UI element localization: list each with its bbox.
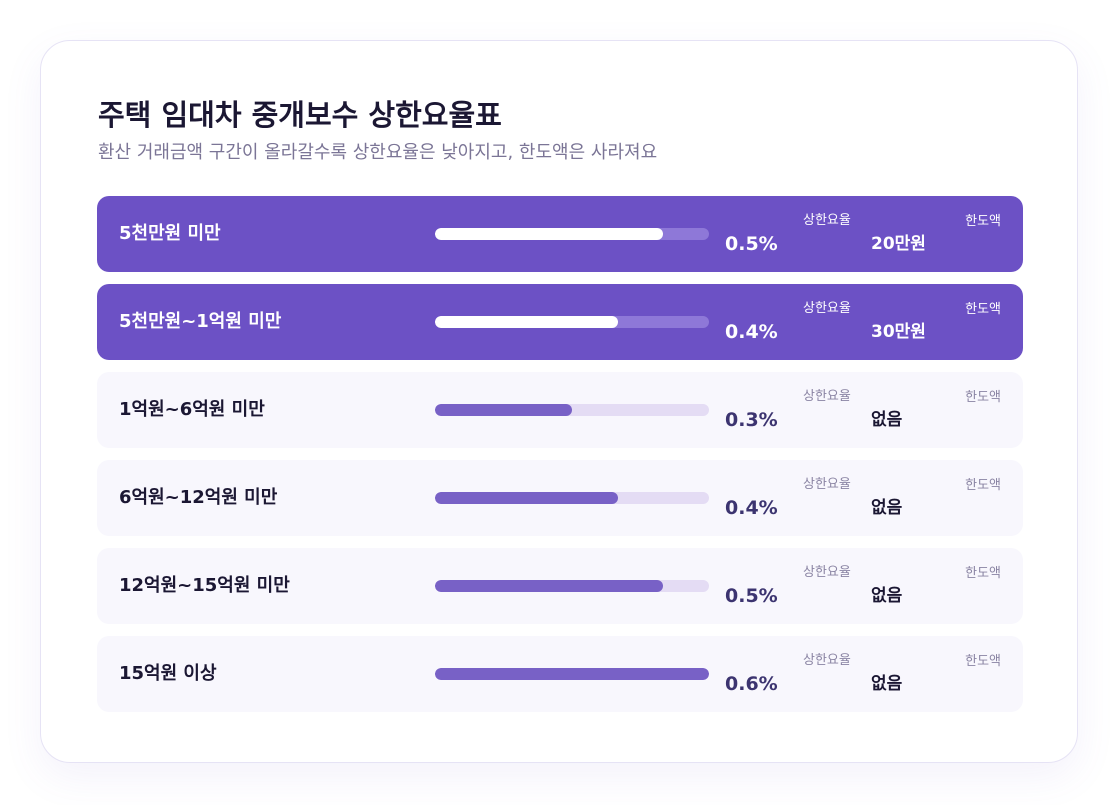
table-row[interactable]: 5천만원~1억원 미만 0.4% 상한요율 30만원 한도액 xyxy=(97,284,1023,360)
page-title: 주택 임대차 중개보수 상한요율표 xyxy=(98,98,502,132)
rate-bar-track xyxy=(435,668,709,680)
rate-bar-track xyxy=(435,580,709,592)
row-price-range: 6억원~12억원 미만 xyxy=(119,487,278,508)
table-row[interactable]: 15억원 이상 0.6% 상한요율 없음 한도액 xyxy=(97,636,1023,712)
limit-caption: 한도액 xyxy=(965,478,1001,493)
rate-value: 0.4% xyxy=(725,497,778,519)
rate-bar-track xyxy=(435,492,709,504)
limit-caption: 한도액 xyxy=(965,214,1001,229)
page-subtitle: 환산 거래금액 구간이 올라갈수록 상한요율은 낮아지고, 한도액은 사라져요 xyxy=(98,142,658,163)
rate-value: 0.4% xyxy=(725,321,778,343)
limit-value: 없음 xyxy=(871,498,903,518)
row-price-range: 5천만원 미만 xyxy=(119,223,221,244)
limit-value: 없음 xyxy=(871,586,903,606)
limit-value: 30만원 xyxy=(871,322,926,342)
rate-bar-fill xyxy=(435,404,572,416)
limit-value: 없음 xyxy=(871,410,903,430)
table-row[interactable]: 12억원~15억원 미만 0.5% 상한요율 없음 한도액 xyxy=(97,548,1023,624)
rate-caption: 상한요율 xyxy=(803,477,851,492)
rate-bar-fill xyxy=(435,228,664,240)
row-price-range: 5천만원~1억원 미만 xyxy=(119,311,282,332)
rate-value: 0.3% xyxy=(725,409,778,431)
row-price-range: 15억원 이상 xyxy=(119,663,217,684)
table-row[interactable]: 6억원~12억원 미만 0.4% 상한요율 없음 한도액 xyxy=(97,460,1023,536)
limit-caption: 한도액 xyxy=(965,390,1001,405)
rate-bar-fill xyxy=(435,316,618,328)
table-row[interactable]: 5천만원 미만 0.5% 상한요율 20만원 한도액 xyxy=(97,196,1023,272)
rate-caption: 상한요율 xyxy=(803,389,851,404)
rate-caption: 상한요율 xyxy=(803,301,851,316)
rate-value: 0.6% xyxy=(725,673,778,695)
limit-caption: 한도액 xyxy=(965,566,1001,581)
table-row[interactable]: 1억원~6억원 미만 0.3% 상한요율 없음 한도액 xyxy=(97,372,1023,448)
row-price-range: 1억원~6억원 미만 xyxy=(119,399,265,420)
rate-caption: 상한요율 xyxy=(803,653,851,668)
limit-value: 없음 xyxy=(871,674,903,694)
rate-caption: 상한요율 xyxy=(803,213,851,228)
rate-bar-track xyxy=(435,404,709,416)
rate-bar-fill xyxy=(435,580,664,592)
rate-bar-fill xyxy=(435,492,618,504)
rate-value: 0.5% xyxy=(725,233,778,255)
rate-bar-track xyxy=(435,228,709,240)
rate-caption: 상한요율 xyxy=(803,565,851,580)
rate-table-card: 주택 임대차 중개보수 상한요율표 환산 거래금액 구간이 올라갈수록 상한요율… xyxy=(40,40,1078,763)
limit-value: 20만원 xyxy=(871,234,926,254)
rate-value: 0.5% xyxy=(725,585,778,607)
limit-caption: 한도액 xyxy=(965,302,1001,317)
limit-caption: 한도액 xyxy=(965,654,1001,669)
rate-bar-fill xyxy=(435,668,709,680)
rate-rows: 5천만원 미만 0.5% 상한요율 20만원 한도액 5천만원~1억원 미만 0… xyxy=(97,196,1023,724)
rate-bar-track xyxy=(435,316,709,328)
row-price-range: 12억원~15억원 미만 xyxy=(119,575,290,596)
